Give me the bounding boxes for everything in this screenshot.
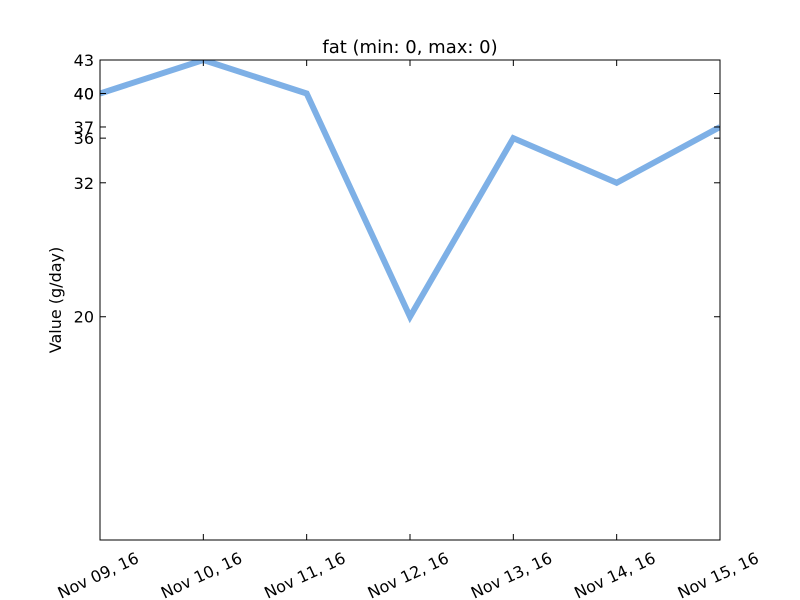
y-tick-label: 43 (74, 51, 94, 70)
plot-area (100, 60, 720, 324)
chart-title: fat (min: 0, max: 0) (322, 37, 497, 58)
data-line (100, 60, 720, 324)
y-tick-label: 36 (74, 129, 94, 148)
y-tick-label: 37 (74, 118, 94, 137)
y-axis-label: Value (g/day) (46, 247, 65, 353)
y-tick-label: 40 (74, 84, 94, 103)
y-tick-label: 40 (74, 84, 94, 103)
y-tick-label: 20 (74, 308, 94, 327)
y-tick-label: 32 (74, 174, 94, 193)
